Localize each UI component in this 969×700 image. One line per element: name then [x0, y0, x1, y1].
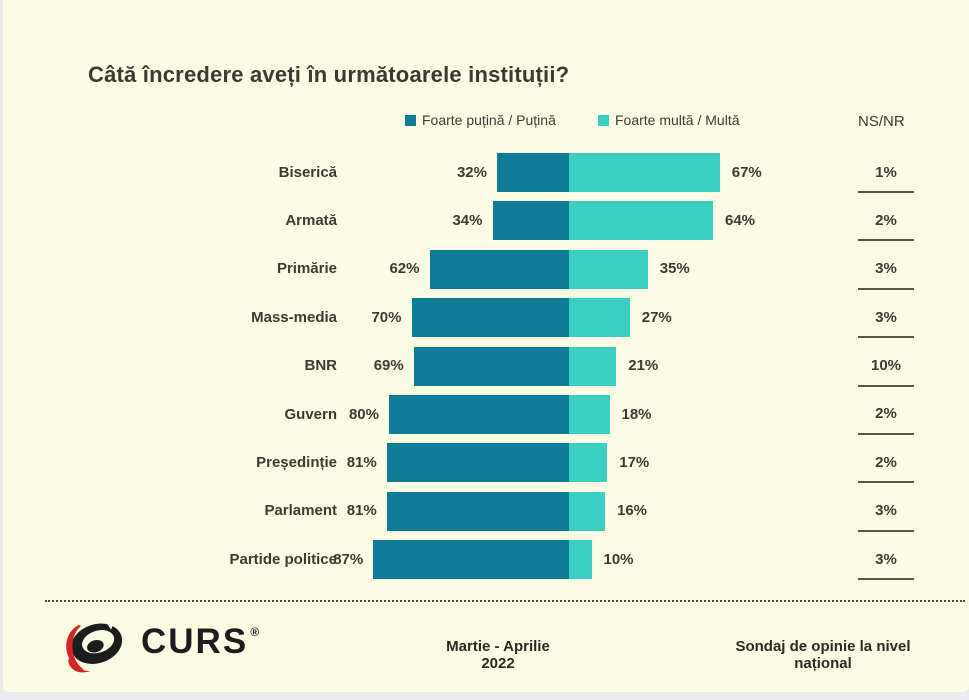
positive-value-label: 10%	[603, 550, 634, 568]
positive-bar	[569, 298, 630, 338]
positive-bar	[569, 540, 592, 580]
legend-label-positive: Foarte multă / Multă	[615, 112, 740, 128]
registered-mark: ®	[250, 625, 262, 639]
footer-divider	[45, 600, 965, 602]
positive-bar	[569, 201, 713, 241]
nsnr-value: 10%	[858, 347, 914, 387]
negative-bar	[389, 394, 569, 434]
positive-value-label: 16%	[617, 502, 648, 520]
negative-value-label: 81%	[346, 454, 377, 472]
chart-legend: Foarte puțină / Puțină Foarte multă / Mu…	[3, 112, 969, 134]
negative-value-label: 62%	[389, 260, 420, 278]
category-label: Guvern	[284, 405, 337, 423]
legend-swatch-positive-icon	[598, 114, 609, 126]
chart-row: Biserică 32% 67% 1%	[3, 148, 969, 196]
curs-logo: CURS ®	[61, 616, 261, 676]
negative-bar	[492, 201, 569, 241]
category-label: Președinție	[256, 454, 337, 472]
category-label: Parlament	[264, 502, 337, 520]
negative-value-label: 69%	[373, 357, 404, 375]
positive-bar	[569, 394, 610, 434]
chart-row: Președinție 81% 17% 2%	[3, 438, 969, 486]
category-label: Biserică	[278, 163, 337, 181]
positive-bar	[569, 491, 605, 531]
nsnr-column-header: NS/NR	[858, 113, 905, 130]
nsnr-value: 3%	[858, 540, 914, 581]
negative-value-label: 87%	[333, 550, 364, 568]
positive-bar	[569, 153, 720, 192]
positive-value-label: 17%	[619, 454, 650, 472]
slide-background: Câtă încredere aveți în următoarele inst…	[3, 0, 969, 692]
chart-row: Parlament 81% 16% 3%	[3, 487, 969, 535]
positive-bar	[569, 346, 617, 386]
chart-row: BNR 69% 21% 10%	[3, 342, 969, 390]
positive-bar	[569, 443, 608, 483]
nsnr-value: 3%	[858, 250, 914, 290]
chart-row: Primărie 62% 35% 3%	[3, 245, 969, 293]
negative-value-label: 32%	[456, 163, 487, 181]
chart-row: Guvern 80% 18% 2%	[3, 390, 969, 438]
positive-value-label: 67%	[731, 163, 762, 181]
legend-label-negative: Foarte puțină / Puțină	[422, 112, 556, 128]
positive-value-label: 27%	[641, 308, 672, 326]
category-label: Armată	[285, 212, 337, 230]
nsnr-value: 3%	[858, 492, 914, 532]
category-label: Mass-media	[251, 308, 337, 326]
category-label: BNR	[304, 357, 338, 375]
chart-title: Câtă încredere aveți în următoarele inst…	[88, 62, 570, 87]
chart-rows: Biserică 32% 67% 1% Armată 34% 64% 2% Primărie 62…	[3, 148, 969, 584]
positive-value-label: 18%	[621, 405, 652, 423]
legend-swatch-negative-icon	[405, 114, 416, 126]
nsnr-value: 2%	[858, 443, 914, 484]
negative-bar	[411, 298, 569, 338]
footer-date: Martie - Aprilie 2022	[446, 638, 550, 672]
legend-item-positive: Foarte multă / Multă	[598, 112, 740, 128]
negative-bar	[429, 249, 569, 289]
curs-logo-text: CURS ®	[141, 622, 262, 661]
chart-row: Partide politice 87% 10% 3%	[3, 535, 969, 583]
negative-bar	[413, 346, 569, 386]
negative-bar	[386, 491, 569, 531]
positive-value-label: 35%	[659, 260, 690, 278]
positive-bar	[569, 249, 648, 289]
positive-value-label: 64%	[725, 212, 756, 230]
negative-value-label: 81%	[346, 502, 377, 520]
negative-bar	[373, 540, 569, 580]
nsnr-value: 1%	[858, 153, 914, 193]
curs-logo-icon	[66, 616, 123, 673]
positive-value-label: 21%	[628, 357, 659, 375]
footer-note: Sondaj de opinie la nivel național	[735, 638, 911, 672]
category-label: Primărie	[276, 260, 337, 278]
negative-value-label: 34%	[452, 212, 483, 230]
nsnr-value: 2%	[858, 395, 914, 435]
nsnr-value: 3%	[858, 298, 914, 339]
chart-row: Mass-media 70% 27% 3%	[3, 293, 969, 341]
chart-row: Armată 34% 64% 2%	[3, 196, 969, 244]
negative-value-label: 80%	[348, 405, 379, 423]
legend-item-negative: Foarte puțină / Puțină	[405, 112, 556, 128]
category-label: Partide politice	[229, 550, 337, 568]
nsnr-value: 2%	[858, 201, 914, 242]
negative-bar	[497, 153, 569, 192]
negative-bar	[386, 443, 569, 483]
negative-value-label: 70%	[371, 308, 402, 326]
